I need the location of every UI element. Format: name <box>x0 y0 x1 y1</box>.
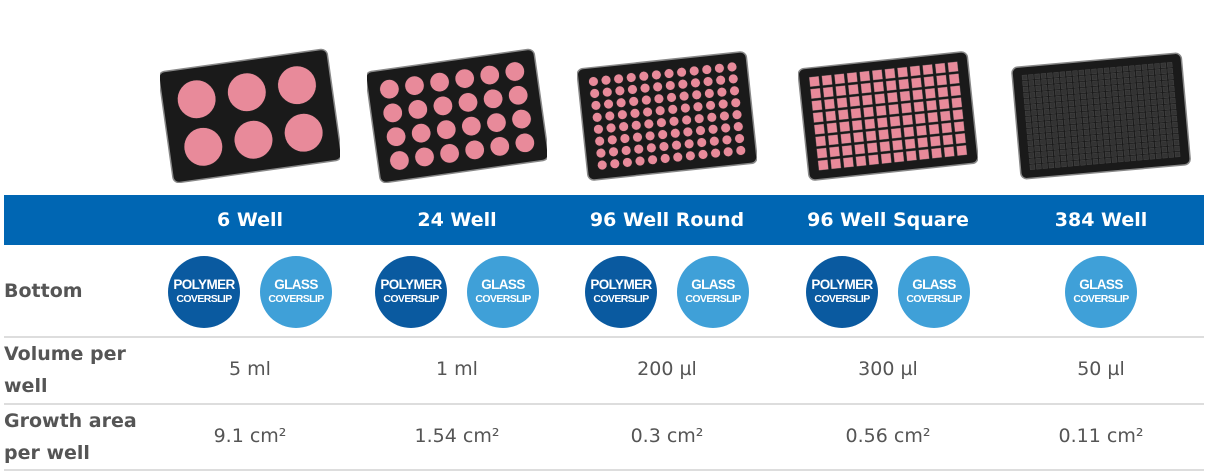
badge-line-1: GLASS <box>691 277 735 292</box>
badge-line-2: COVERSLIP <box>906 293 962 305</box>
polymer-coverslip-badge: POLYMER COVERSLIP <box>585 256 657 328</box>
volume-value: 50 µl <box>1077 358 1125 380</box>
area-value: 9.1 cm² <box>213 425 287 447</box>
badge-line-1: GLASS <box>1079 277 1123 292</box>
volume-value: 1 ml <box>436 358 478 380</box>
well-plate-image <box>160 48 340 183</box>
row-area: Growth area per well 9.1 cm² 1.54 cm² 0.… <box>4 405 1204 471</box>
badge-line-2: COVERSLIP <box>383 293 439 305</box>
col-6-well: 6 Well <box>216 209 284 231</box>
badge-line-1: GLASS <box>912 277 956 292</box>
row-label: Growth area per well <box>4 410 137 464</box>
badge-line-1: GLASS <box>274 277 318 292</box>
area-value: 0.56 cm² <box>845 425 931 447</box>
col-96-round: 96 Well Round <box>589 209 745 231</box>
well-plate-image <box>798 51 978 181</box>
glass-coverslip-badge: GLASS COVERSLIP <box>467 256 539 328</box>
glass-coverslip-badge: GLASS COVERSLIP <box>260 256 332 328</box>
area-value: 1.54 cm² <box>414 425 500 447</box>
badge-line-1: GLASS <box>481 277 525 292</box>
badge-line-1: POLYMER <box>811 277 873 292</box>
row-bottom: Bottom POLYMER COVERSLIP GLASS COVERSLIP POL… <box>4 247 1204 338</box>
glass-coverslip-badge: GLASS COVERSLIP <box>898 256 970 328</box>
badge-line-2: COVERSLIP <box>475 293 531 305</box>
col-384-well: 384 Well <box>1054 209 1148 231</box>
glass-coverslip-badge: GLASS COVERSLIP <box>1065 256 1137 328</box>
badge-line-2: COVERSLIP <box>593 293 649 305</box>
badge-line-2: COVERSLIP <box>1073 293 1129 305</box>
polymer-coverslip-badge: POLYMER COVERSLIP <box>375 256 447 328</box>
row-volume: Volume per well 5 ml 1 ml 200 µl 300 µl … <box>4 338 1204 405</box>
row-label: Volume per well <box>4 343 126 397</box>
col-24-well: 24 Well <box>417 209 497 231</box>
well-plate-image <box>1011 52 1191 180</box>
area-value: 0.11 cm² <box>1058 425 1144 447</box>
badge-line-2: COVERSLIP <box>268 293 324 305</box>
badge-line-1: POLYMER <box>173 277 235 292</box>
polymer-coverslip-badge: POLYMER COVERSLIP <box>806 256 878 328</box>
glass-coverslip-badge: GLASS COVERSLIP <box>677 256 749 328</box>
well-plate-image <box>577 51 757 181</box>
badge-line-2: COVERSLIP <box>814 293 870 305</box>
badge-line-2: COVERSLIP <box>176 293 232 305</box>
volume-value: 200 µl <box>637 358 697 380</box>
area-value: 0.3 cm² <box>630 425 704 447</box>
col-96-square: 96 Well Square <box>807 209 969 231</box>
row-label: Bottom <box>4 280 83 302</box>
polymer-coverslip-badge: POLYMER COVERSLIP <box>168 256 240 328</box>
table-header: 6 Well 24 Well 96 Well Round 96 Well Squ… <box>4 195 1204 245</box>
volume-value: 300 µl <box>858 358 918 380</box>
well-plate-image <box>367 48 547 183</box>
volume-value: 5 ml <box>229 358 271 380</box>
badge-line-2: COVERSLIP <box>685 293 741 305</box>
badge-line-1: POLYMER <box>590 277 652 292</box>
badge-line-1: POLYMER <box>380 277 442 292</box>
